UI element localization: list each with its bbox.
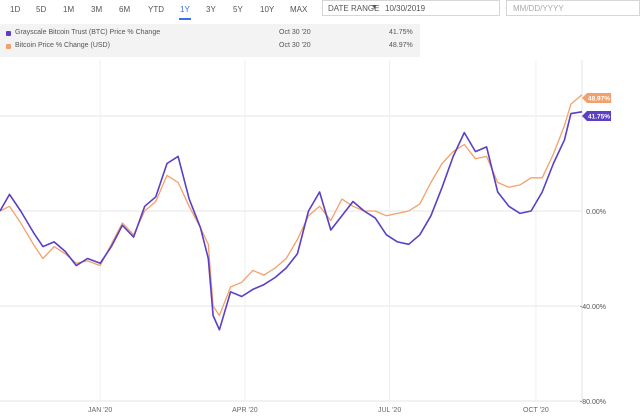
date-range-select[interactable]: DATE RANGE ▼ 10/30/2019 <box>322 0 500 16</box>
date-from-input[interactable]: 10/30/2019 <box>385 4 426 13</box>
end-label-pointer <box>582 111 587 121</box>
date-range-label: DATE RANGE <box>328 4 380 13</box>
legend-series-name: Grayscale Bitcoin Trust (BTC) Price % Ch… <box>15 29 161 36</box>
range-button-3y[interactable]: 3Y <box>206 5 216 14</box>
legend-series-date: Oct 30 '20 <box>279 42 311 49</box>
range-toolbar: 1D 5D 1M 3M 6M YTD 1Y 3Y 5Y 10Y MAX <box>0 0 640 20</box>
y-tick-label: -80.00% <box>580 399 606 406</box>
range-button-5d[interactable]: 5D <box>36 5 47 14</box>
y-tick-label: -40.00% <box>580 304 606 311</box>
range-button-ytd[interactable]: YTD <box>148 5 164 14</box>
end-label-box <box>587 111 611 121</box>
chart-legend: Grayscale Bitcoin Trust (BTC) Price % Ch… <box>0 24 420 57</box>
legend-row-btc[interactable]: Bitcoin Price % Change (USD) Oct 30 '20 … <box>0 40 420 54</box>
end-label-box <box>587 93 611 103</box>
legend-series-value: 41.75% <box>389 29 413 36</box>
range-button-5y[interactable]: 5Y <box>233 5 243 14</box>
x-tick-label: JAN '20 <box>88 407 112 414</box>
series-swatch <box>6 31 11 36</box>
x-tick-label: JUL '20 <box>378 407 401 414</box>
range-button-6m[interactable]: 6M <box>119 5 131 14</box>
range-button-1d[interactable]: 1D <box>10 5 21 14</box>
legend-series-date: Oct 30 '20 <box>279 29 311 36</box>
legend-row-gbtc[interactable]: Grayscale Bitcoin Trust (BTC) Price % Ch… <box>0 27 420 41</box>
legend-series-name: Bitcoin Price % Change (USD) <box>15 42 110 49</box>
range-button-10y[interactable]: 10Y <box>260 5 275 14</box>
end-value-label: 48.97% <box>588 96 610 103</box>
series-swatch <box>6 44 11 49</box>
x-tick-label: OCT '20 <box>523 407 549 414</box>
end-value-label: 41.75% <box>588 114 610 121</box>
range-button-3m[interactable]: 3M <box>91 5 103 14</box>
range-button-1m[interactable]: 1M <box>63 5 75 14</box>
y-tick-label: 0.00% <box>586 209 606 216</box>
series-line-btc <box>0 94 583 317</box>
date-to-placeholder: MM/DD/YYYY <box>513 4 564 13</box>
range-button-max[interactable]: MAX <box>290 5 308 14</box>
series-line-gbtc <box>0 111 583 331</box>
x-tick-label: APR '20 <box>232 407 258 414</box>
end-label-pointer <box>582 93 587 103</box>
caret-down-icon[interactable]: ▼ <box>371 4 378 11</box>
range-button-1y[interactable]: 1Y <box>179 5 191 20</box>
legend-series-value: 48.97% <box>389 42 413 49</box>
